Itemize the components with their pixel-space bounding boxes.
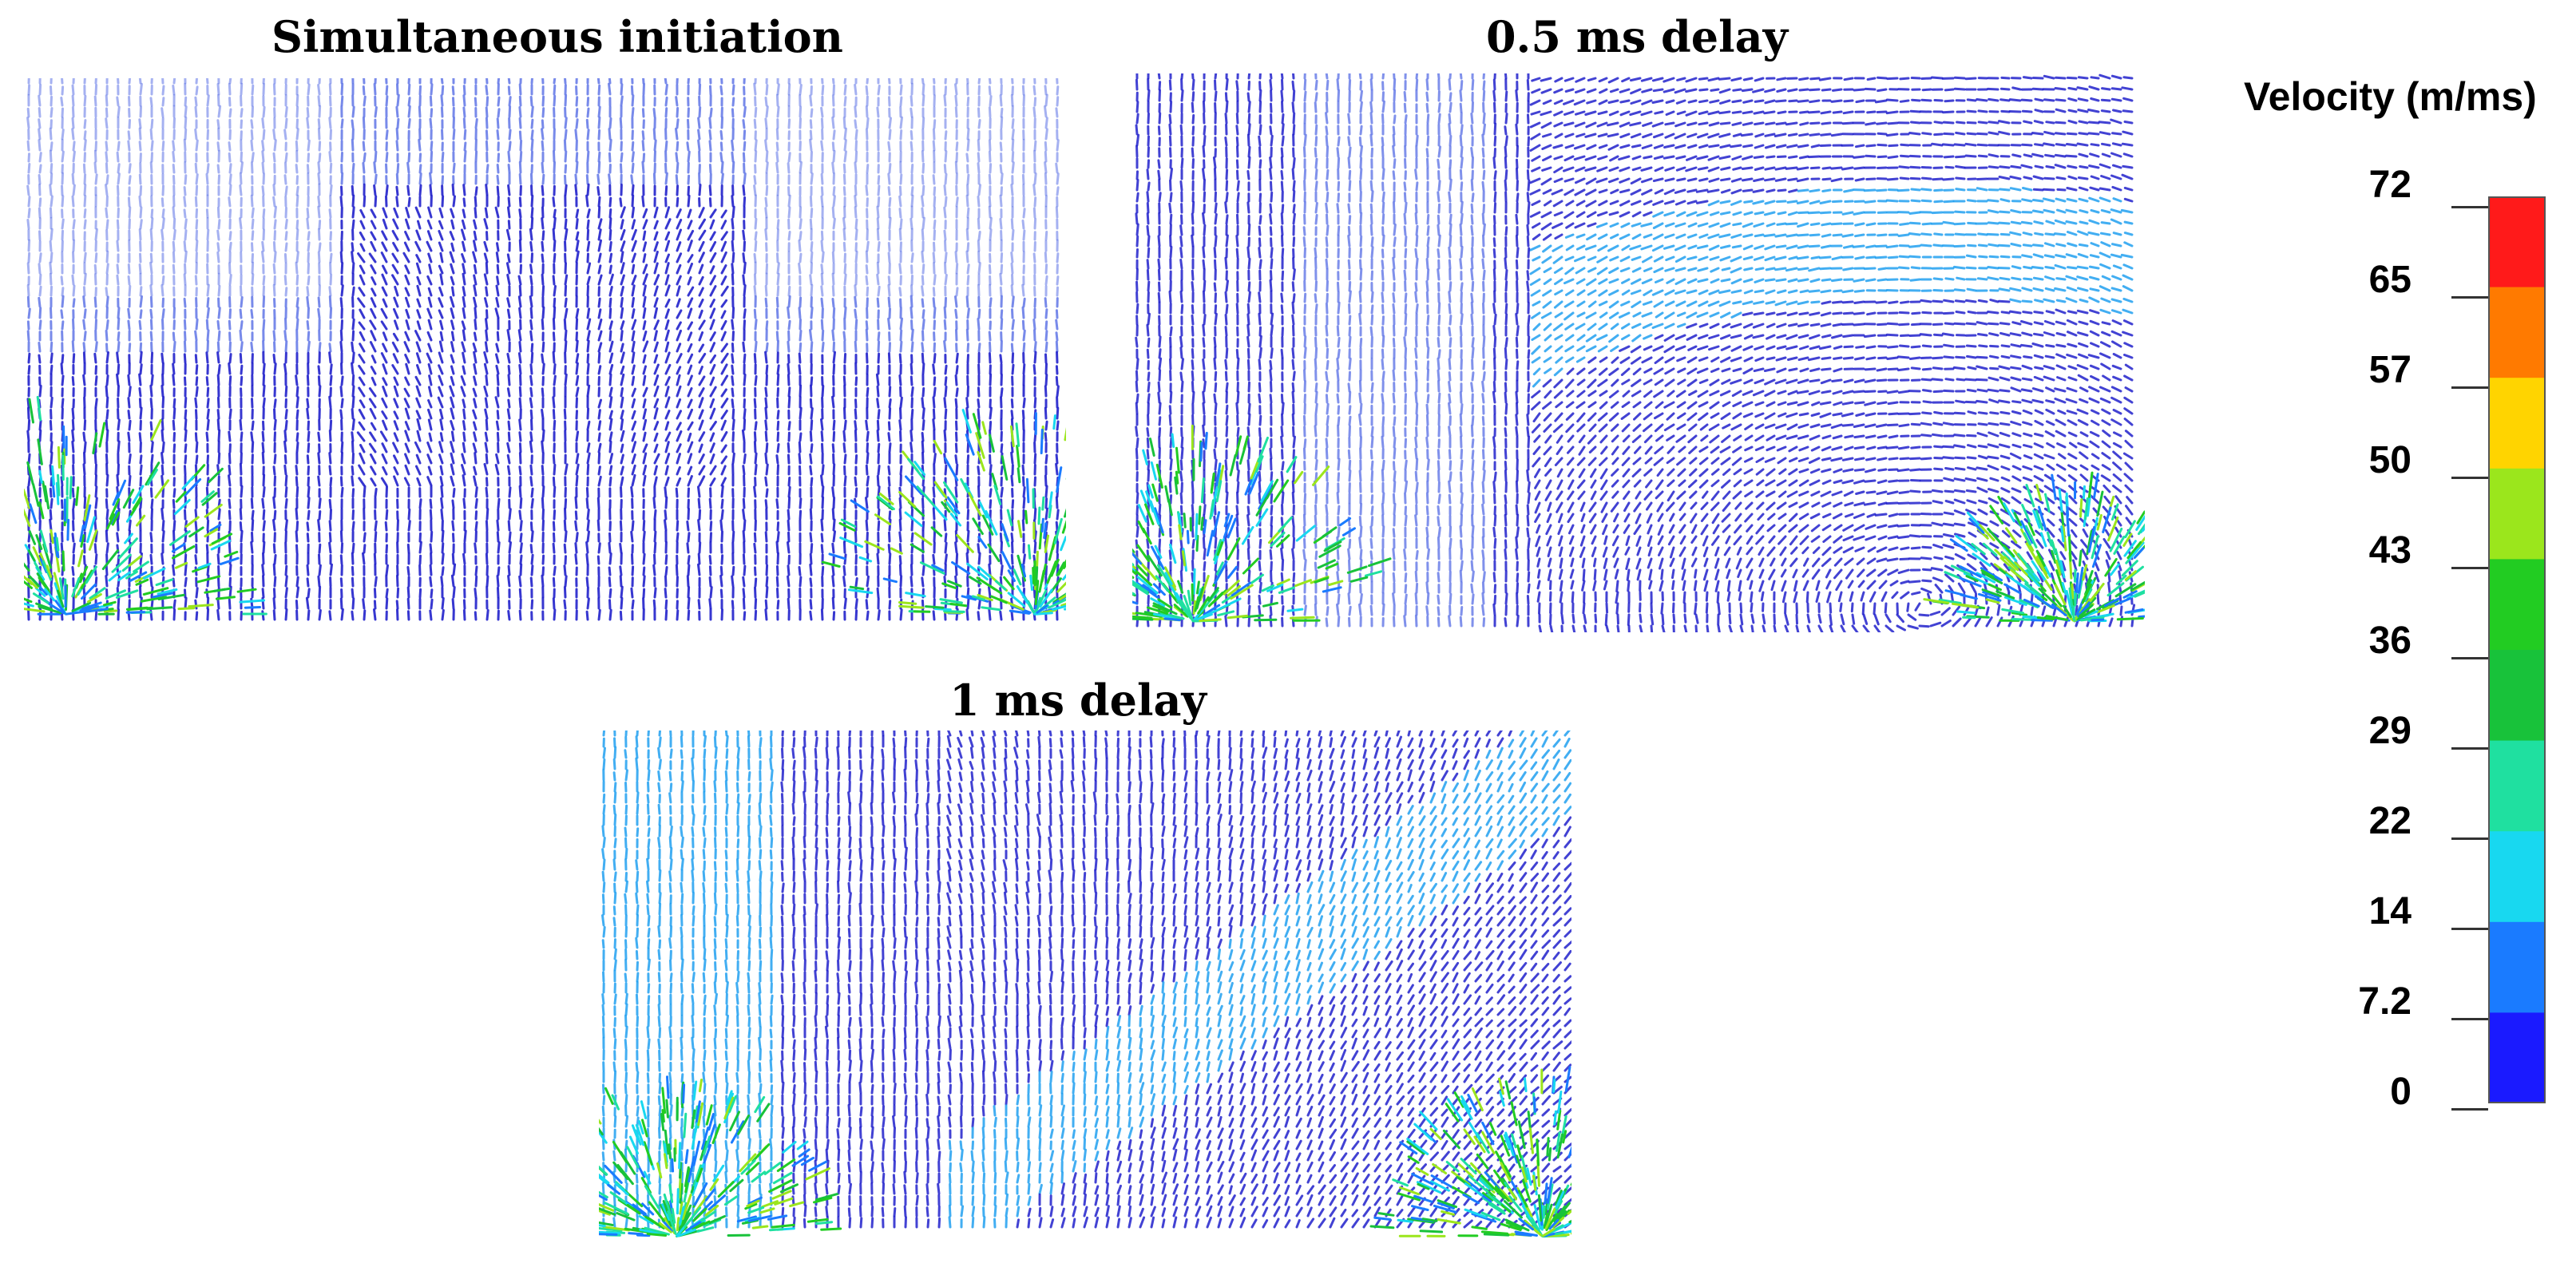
velocity-colorbar bbox=[2488, 196, 2546, 1103]
colorbar-segment bbox=[2488, 559, 2546, 651]
legend-tick-mark bbox=[2451, 1108, 2488, 1111]
legend-tick-mark bbox=[2451, 928, 2488, 930]
colorbar-segment bbox=[2488, 1012, 2546, 1103]
legend-tick-label: 36 bbox=[2368, 620, 2412, 662]
legend-tick-label: 65 bbox=[2368, 259, 2412, 301]
colorbar-segment bbox=[2488, 650, 2546, 742]
legend-title: Velocity (m/ms) bbox=[2244, 74, 2537, 119]
legend-tick-mark bbox=[2451, 1018, 2488, 1020]
colorbar-segment bbox=[2488, 740, 2546, 833]
colorbar-segment bbox=[2488, 831, 2546, 923]
legend-tick-mark bbox=[2451, 747, 2488, 750]
velocity-field-simultaneous bbox=[24, 78, 1066, 621]
legend-tick-label: 50 bbox=[2368, 439, 2412, 481]
panel-title-simultaneous: Simultaneous initiation bbox=[271, 11, 843, 62]
panel-title-0-5ms: 0.5 ms delay bbox=[1485, 11, 1789, 62]
legend-tick-label: 43 bbox=[2368, 529, 2412, 572]
legend-tick-mark bbox=[2451, 657, 2488, 659]
legend-tick-label: 57 bbox=[2368, 349, 2412, 391]
legend-tick-label: 72 bbox=[2368, 164, 2412, 206]
legend-tick-label: 29 bbox=[2368, 710, 2412, 752]
velocity-field-1ms bbox=[599, 731, 1571, 1238]
colorbar-segment bbox=[2488, 196, 2546, 288]
legend-tick-label: 14 bbox=[2368, 890, 2412, 932]
legend-tick-mark bbox=[2451, 837, 2488, 840]
velocity-field-0-5ms bbox=[1132, 73, 2145, 632]
legend-tick-mark bbox=[2451, 206, 2488, 208]
legend-tick-label: 0 bbox=[2390, 1071, 2412, 1113]
colorbar-segment bbox=[2488, 287, 2546, 379]
colorbar-segment bbox=[2488, 921, 2546, 1014]
legend-tick-mark bbox=[2451, 386, 2488, 389]
legend-tick-label: 7.2 bbox=[2358, 980, 2412, 1023]
colorbar-segment bbox=[2488, 468, 2546, 560]
colorbar-segment bbox=[2488, 378, 2546, 469]
legend-tick-mark bbox=[2451, 477, 2488, 479]
panel-title-1ms: 1 ms delay bbox=[949, 675, 1207, 726]
legend-tick-mark bbox=[2451, 296, 2488, 299]
legend-tick-mark bbox=[2451, 567, 2488, 569]
legend-tick-label: 22 bbox=[2368, 800, 2412, 842]
